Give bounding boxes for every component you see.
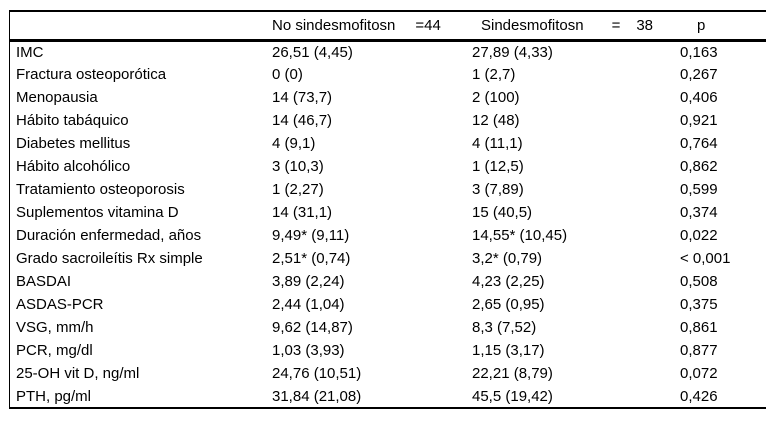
header-group2-equals: = — [611, 16, 621, 34]
cell-sindesmofitos-value: 12 (48) — [472, 112, 520, 129]
cell-p-value: 0,508 — [680, 273, 718, 290]
cell-no-sindesmofitos-value: 14 (46,7) — [272, 112, 333, 129]
cell-p-value: 0,072 — [680, 365, 718, 382]
cell-p-value: 0,406 — [680, 89, 718, 106]
table-row: Hábito alcohólico 3 (10,3) 1 (12,5) 0,86… — [10, 155, 766, 178]
cell-sindesmofitos-value: 45,5 (19,42) — [472, 387, 553, 405]
table-row: Suplementos vitamina D 14 (31,1) 15 (40,… — [10, 201, 766, 224]
cell-sindesmofitos-value: 4,23 (2,25) — [472, 273, 545, 290]
row-label: Hábito alcohólico — [16, 158, 131, 175]
cell-p-value: 0,861 — [680, 319, 718, 336]
table-row: Hábito tabáquico 14 (46,7) 12 (48) 0,921 — [10, 109, 766, 132]
cell-p-value: 0,163 — [680, 43, 718, 61]
cell-p-value: 0,921 — [680, 112, 718, 129]
table-row: IMC 26,51 (4,45) 27,89 (4,33) 0,163 — [10, 40, 766, 63]
row-label: Suplementos vitamina D — [16, 204, 179, 221]
cell-sindesmofitos-value: 14,55* (10,45) — [472, 227, 568, 244]
table-row: ASDAS-PCR 2,44 (1,04) 2,65 (0,95) 0,375 — [10, 293, 766, 316]
row-label: PCR, mg/dl — [16, 342, 93, 359]
cell-p-value: < 0,001 — [680, 250, 731, 267]
table-header: No sindesmofitosn =44 Sindesmofitosn = 38 p — [9, 11, 766, 40]
header-group1-n: =44 — [415, 16, 441, 34]
cell-sindesmofitos-value: 2,65 (0,95) — [472, 296, 545, 313]
cell-p-value: 0,022 — [680, 227, 718, 244]
header-p-label: p — [697, 16, 706, 34]
cell-no-sindesmofitos-value: 1 (2,27) — [272, 181, 324, 198]
cell-p-value: 0,375 — [680, 296, 718, 313]
table-body: IMC 26,51 (4,45) 27,89 (4,33) 0,163 Frac… — [10, 40, 766, 408]
cell-sindesmofitos-value: 3,2* (0,79) — [472, 250, 543, 267]
cell-p-value: 0,267 — [680, 66, 718, 83]
cell-sindesmofitos-value: 22,21 (8,79) — [472, 365, 553, 382]
row-label: Diabetes mellitus — [16, 135, 131, 152]
table-row: 25-OH vit D, ng/ml 24,76 (10,51) 22,21 (… — [10, 362, 766, 385]
row-label: BASDAI — [16, 273, 72, 290]
cell-sindesmofitos-value: 1 (12,5) — [472, 158, 524, 175]
cell-no-sindesmofitos-value: 1,03 (3,93) — [272, 342, 345, 359]
cell-no-sindesmofitos-value: 0 (0) — [272, 66, 303, 83]
table-row: PTH, pg/ml 31,84 (21,08) 45,5 (19,42) 0,… — [10, 385, 766, 408]
header-group-no-sindesmofitos: No sindesmofitosn =44 — [272, 11, 467, 40]
cell-sindesmofitos-value: 8,3 (7,52) — [472, 319, 537, 336]
row-label: Menopausia — [16, 89, 98, 106]
table-row: Tratamiento osteoporosis 1 (2,27) 3 (7,8… — [10, 178, 766, 201]
header-group1-label: No sindesmofitosn — [272, 16, 396, 34]
row-label: IMC — [16, 43, 44, 61]
header-group2-label: Sindesmofitosn — [481, 16, 584, 34]
cell-no-sindesmofitos-value: 26,51 (4,45) — [272, 43, 353, 61]
cell-p-value: 0,862 — [680, 158, 718, 175]
cell-no-sindesmofitos-value: 9,49* (9,11) — [272, 227, 350, 244]
cell-no-sindesmofitos-value: 31,84 (21,08) — [272, 387, 362, 405]
header-row: No sindesmofitosn =44 Sindesmofitosn = 38 p — [9, 11, 766, 40]
cell-sindesmofitos-value: 2 (100) — [472, 89, 520, 106]
table-row: Diabetes mellitus 4 (9,1) 4 (11,1) 0,764 — [10, 132, 766, 155]
cell-p-value: 0,426 — [680, 387, 718, 405]
table-row: BASDAI 3,89 (2,24) 4,23 (2,25) 0,508 — [10, 270, 766, 293]
cell-no-sindesmofitos-value: 4 (9,1) — [272, 135, 316, 152]
cell-no-sindesmofitos-value: 9,62 (14,87) — [272, 319, 353, 336]
row-label: VSG, mm/h — [16, 319, 94, 336]
cell-sindesmofitos-value: 27,89 (4,33) — [472, 43, 553, 61]
row-label: Fractura osteoporótica — [16, 66, 167, 83]
header-empty-cell — [10, 11, 273, 40]
header-group2-n: 38 — [636, 16, 654, 34]
cell-sindesmofitos-value: 15 (40,5) — [472, 204, 533, 221]
cell-no-sindesmofitos-value: 2,44 (1,04) — [272, 296, 345, 313]
table-row: Grado sacroileítis Rx simple 2,51* (0,74… — [10, 247, 766, 270]
row-label: 25-OH vit D, ng/ml — [16, 365, 140, 382]
table-row: Duración enfermedad, años 9,49* (9,11) 1… — [10, 224, 766, 247]
row-label: Duración enfermedad, años — [16, 227, 202, 244]
table-row: Menopausia 14 (73,7) 2 (100) 0,406 — [10, 86, 766, 109]
cell-p-value: 0,764 — [680, 135, 718, 152]
comparison-table: No sindesmofitosn =44 Sindesmofitosn = 38 p… — [9, 10, 766, 409]
cell-p-value: 0,374 — [680, 204, 718, 221]
table-row: PCR, mg/dl 1,03 (3,93) 1,15 (3,17) 0,877 — [10, 339, 766, 362]
row-label: Tratamiento osteoporosis — [16, 181, 185, 198]
cell-no-sindesmofitos-value: 14 (73,7) — [272, 89, 333, 106]
cell-no-sindesmofitos-value: 3 (10,3) — [272, 158, 324, 175]
cell-no-sindesmofitos-value: 14 (31,1) — [272, 204, 333, 221]
cell-p-value: 0,599 — [680, 181, 718, 198]
cell-sindesmofitos-value: 1 (2,7) — [472, 66, 516, 83]
row-label: Hábito tabáquico — [16, 112, 129, 129]
table-row: Fractura osteoporótica 0 (0) 1 (2,7) 0,2… — [10, 63, 766, 86]
header-group-sindesmofitos: Sindesmofitosn = 38 — [467, 11, 679, 40]
cell-no-sindesmofitos-value: 3,89 (2,24) — [272, 273, 345, 290]
row-label: ASDAS-PCR — [16, 296, 104, 313]
cell-p-value: 0,877 — [680, 342, 718, 359]
row-label: PTH, pg/ml — [16, 387, 92, 405]
header-p-column: p — [679, 11, 766, 40]
cell-no-sindesmofitos-value: 24,76 (10,51) — [272, 365, 362, 382]
cell-sindesmofitos-value: 1,15 (3,17) — [472, 342, 545, 359]
cell-sindesmofitos-value: 3 (7,89) — [472, 181, 524, 198]
row-label: Grado sacroileítis Rx simple — [16, 250, 203, 267]
cell-sindesmofitos-value: 4 (11,1) — [472, 135, 523, 152]
cell-no-sindesmofitos-value: 2,51* (0,74) — [272, 250, 351, 267]
table-row: VSG, mm/h 9,62 (14,87) 8,3 (7,52) 0,861 — [10, 316, 766, 339]
